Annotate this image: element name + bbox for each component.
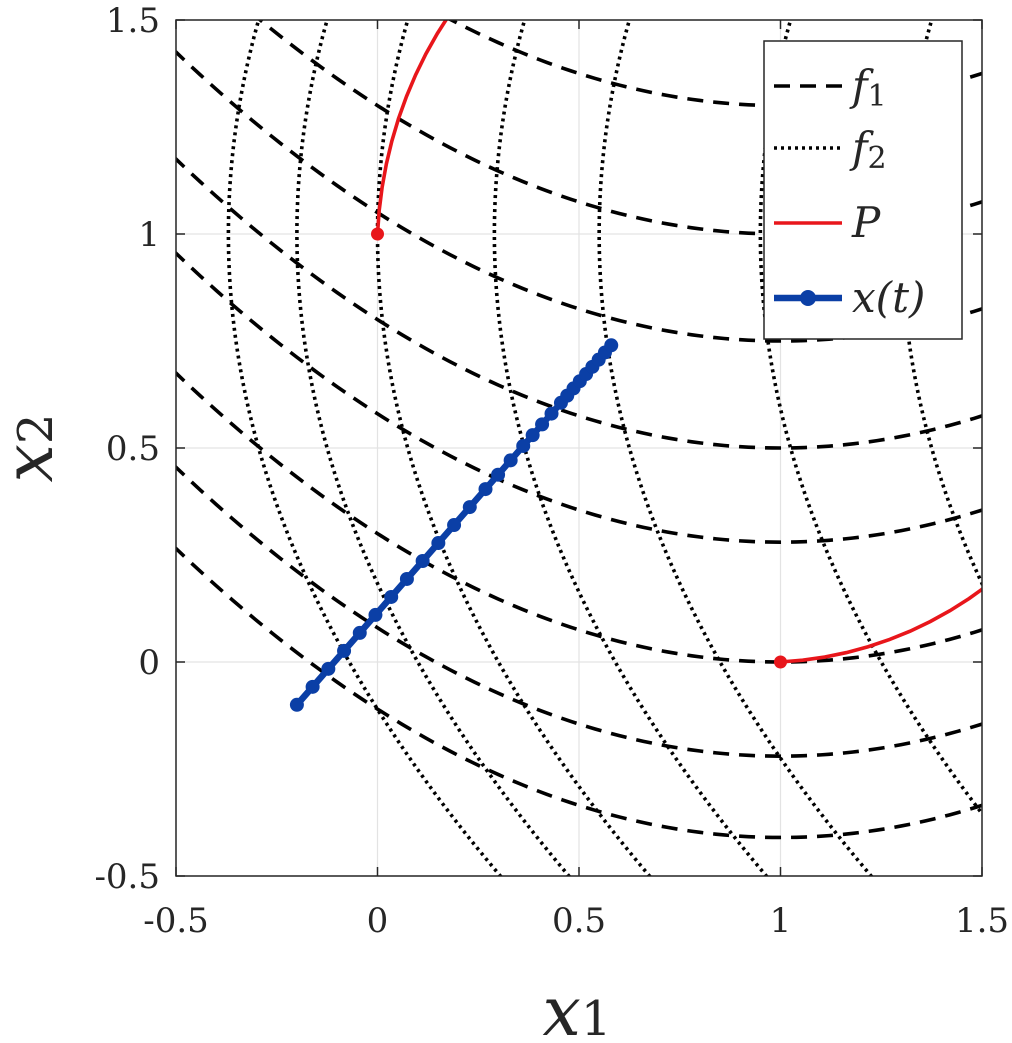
- series-P-endpoint-1: [774, 655, 787, 669]
- legend-entry-f2: f2: [774, 123, 887, 176]
- f2-contour-line-3: [492, 20, 769, 876]
- series-x-t-point-27: [604, 338, 619, 353]
- series-x-t-point-18: [544, 406, 559, 421]
- legend-label-x_t: x(t): [852, 273, 925, 322]
- series-x-t-point-17: [535, 417, 550, 432]
- legend-label-P: P: [851, 198, 881, 247]
- series-x-t-point-4: [352, 625, 367, 640]
- legend-box: [763, 40, 963, 340]
- f1-contour-line-5: [176, 370, 982, 664]
- axis-ticks: -0.5 0 0.5 1 1.5 -0.5 0 0.5 1 1.5: [94, 1, 1009, 941]
- x-tick-label: 1: [770, 901, 792, 941]
- series-x-t-point-16: [525, 428, 540, 443]
- series-x-t-point-11: [462, 500, 477, 515]
- series-x-t-point-0: [289, 697, 304, 712]
- series-x-t-point-3: [337, 643, 352, 658]
- series-x-t-point-15: [516, 438, 531, 453]
- y-tick-label: 0.5: [106, 429, 160, 469]
- f1-contour-line-7: [176, 546, 982, 840]
- x-tick-label: -0.5: [143, 901, 209, 941]
- series-x-t-point-7: [399, 571, 414, 586]
- data-series: [289, 20, 982, 712]
- y-tick-label: 1.5: [106, 1, 160, 41]
- legend-entry-x_t: x(t): [774, 273, 925, 322]
- series-x-t-point-9: [431, 536, 446, 551]
- series-x-t-point-2: [321, 661, 336, 676]
- legend-label-f2: f2: [849, 123, 887, 176]
- y-tick-label: 1: [138, 215, 160, 255]
- f1-contour-line-6: [176, 464, 982, 758]
- y-axis-label: x2: [0, 414, 69, 483]
- f2-contour-line-2: [375, 20, 652, 876]
- series-P-endpoint-0: [371, 227, 384, 241]
- x-tick-label: 0: [367, 901, 389, 941]
- series-x-t-point-1: [305, 679, 320, 694]
- x-tick-label: 0.5: [552, 901, 606, 941]
- series-x-t-point-8: [415, 553, 430, 568]
- y-tick-label: 0: [138, 643, 160, 683]
- series-x-t-point-5: [368, 607, 383, 622]
- legend-marker-x_t: [800, 290, 816, 306]
- f1-contour-line-4: [176, 250, 982, 544]
- f2-contour-line-1: [295, 20, 572, 876]
- x-axis-label: x1: [543, 973, 612, 1043]
- series-x-t-point-12: [478, 482, 493, 497]
- f1-contour-line-3: [176, 156, 982, 450]
- series-x-t-point-14: [503, 453, 518, 468]
- x-tick-label: 1.5: [955, 901, 1009, 941]
- y-tick-label: -0.5: [94, 857, 160, 897]
- series-x-t-point-6: [384, 589, 399, 604]
- legend-entry-P: P: [774, 198, 881, 247]
- f2-contour-line-4: [597, 20, 874, 876]
- series-x-t-point-10: [447, 518, 462, 533]
- series-x-t-point-13: [491, 467, 506, 482]
- f2-contour-line-0: [226, 20, 503, 876]
